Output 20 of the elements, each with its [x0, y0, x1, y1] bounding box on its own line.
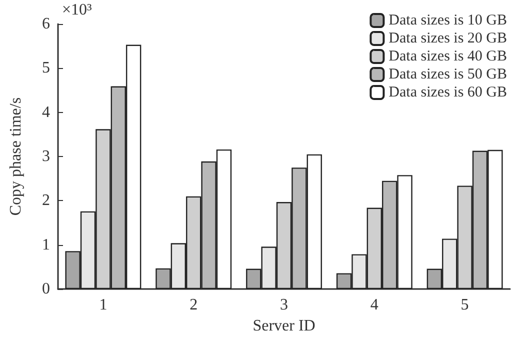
x-tick-label: 2: [190, 296, 198, 314]
y-tick-label: 3: [42, 148, 50, 166]
x-axis-title: Server ID: [252, 318, 316, 334]
text: ×10³: [62, 2, 92, 18]
y-axis-title: Copy phase time/s: [8, 97, 24, 216]
y-tick-label: 2: [42, 192, 50, 210]
x-tick-label: 5: [460, 296, 469, 314]
legend-label: Data sizes is 50 GB: [388, 66, 508, 82]
y-tick-label: 4: [42, 104, 50, 121]
legend-label: Data sizes is 20 GB: [388, 30, 508, 46]
legend-label: Data sizes is 10 GB: [388, 12, 508, 28]
y-tick-label: 0: [42, 280, 50, 298]
x-tick-label: 4: [370, 296, 378, 314]
legend-label: Data sizes is 60 GB: [388, 84, 508, 100]
x-tick-label: 1: [99, 296, 108, 314]
y-tick-label: 5: [42, 60, 50, 77]
y-tick-label: 1: [42, 236, 50, 254]
y-tick-label: 6: [42, 16, 50, 32]
x-tick-label: 3: [280, 296, 288, 314]
legend-label: Data sizes is 40 GB: [388, 48, 508, 64]
